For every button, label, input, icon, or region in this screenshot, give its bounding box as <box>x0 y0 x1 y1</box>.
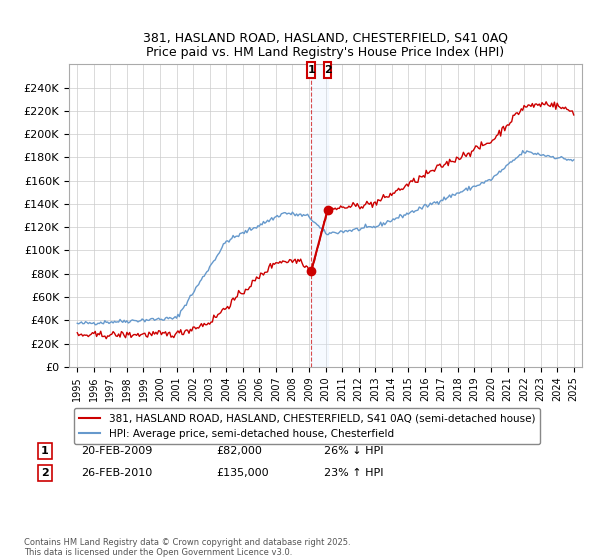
Legend: 381, HASLAND ROAD, HASLAND, CHESTERFIELD, S41 0AQ (semi-detached house), HPI: Av: 381, HASLAND ROAD, HASLAND, CHESTERFIELD… <box>74 408 540 444</box>
Text: 1: 1 <box>307 65 315 75</box>
Text: £82,000: £82,000 <box>216 446 262 456</box>
Text: 26-FEB-2010: 26-FEB-2010 <box>81 468 152 478</box>
Bar <box>311 64 328 367</box>
Title: 381, HASLAND ROAD, HASLAND, CHESTERFIELD, S41 0AQ
Price paid vs. HM Land Registr: 381, HASLAND ROAD, HASLAND, CHESTERFIELD… <box>143 31 508 59</box>
Text: 2: 2 <box>324 65 332 75</box>
FancyBboxPatch shape <box>324 62 331 78</box>
Text: 1: 1 <box>41 446 49 456</box>
Text: 26% ↓ HPI: 26% ↓ HPI <box>324 446 383 456</box>
Text: Contains HM Land Registry data © Crown copyright and database right 2025.
This d: Contains HM Land Registry data © Crown c… <box>24 538 350 557</box>
FancyBboxPatch shape <box>307 62 315 78</box>
Text: 20-FEB-2009: 20-FEB-2009 <box>81 446 152 456</box>
Text: £135,000: £135,000 <box>216 468 269 478</box>
Text: 2: 2 <box>41 468 49 478</box>
Text: 23% ↑ HPI: 23% ↑ HPI <box>324 468 383 478</box>
